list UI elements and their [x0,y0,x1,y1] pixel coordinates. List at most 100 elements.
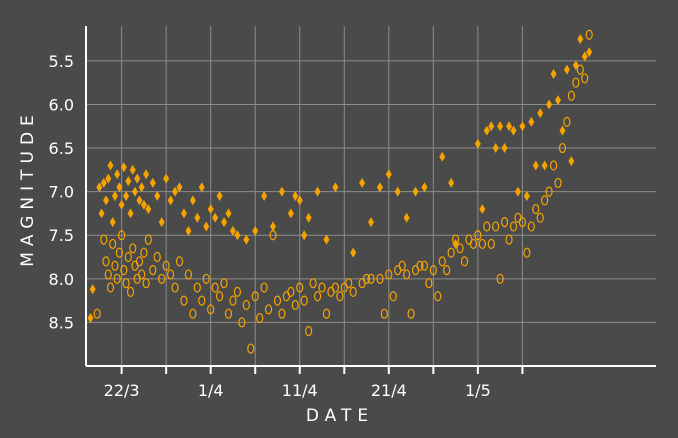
hollow-point [287,286,295,297]
hollow-point [135,256,144,267]
hollow-point [362,273,371,284]
filled-point [138,182,145,193]
filled-point [167,195,174,206]
hollow-point [193,282,201,293]
hollow-point [129,243,137,254]
filled-point [100,177,107,188]
hollow-point [407,308,415,319]
filled-point [296,195,303,206]
hollow-point [93,308,101,319]
filled-point [134,173,141,184]
filled-point [305,212,312,223]
filled-point [577,34,584,45]
filled-point [105,173,112,184]
hollow-point [505,234,513,245]
filled-point [116,182,123,193]
filled-point [492,143,499,154]
filled-point [140,199,147,210]
filled-point [234,230,241,241]
hollow-point [585,29,593,40]
filled-point [394,186,401,197]
hollow-point [567,90,575,101]
filled-point [474,138,481,149]
filled-point [514,186,521,197]
x-tick-label: 11/4 [282,381,318,400]
x-axis-title: DATE [306,406,374,426]
filled-point [111,191,118,201]
filled-point [510,125,517,136]
filled-point [550,68,557,79]
filled-point [243,234,250,245]
filled-point [412,186,419,197]
filled-point [189,195,196,206]
hollow-point [500,217,509,228]
filled-point [568,156,575,167]
hollow-point [273,295,282,306]
filled-point [270,221,277,232]
filled-point [87,313,94,324]
filled-point [180,208,187,219]
hollow-point [554,177,562,189]
y-tick-label: 8.5 [49,313,74,332]
hollow-point [474,230,482,241]
hollow-point [100,234,108,245]
filled-point [314,186,321,197]
filled-point [114,169,121,180]
hollow-point [229,295,237,306]
hollow-point [487,238,495,250]
hollow-point [509,221,518,232]
hollow-point [158,273,166,284]
filled-point [287,208,294,219]
filled-point [581,51,588,62]
x-tick-label: 1/5 [465,381,491,400]
filled-point [120,162,127,173]
hollow-point [305,326,313,337]
hollow-point [233,286,242,297]
filled-point [107,160,114,171]
hollow-point [380,308,388,319]
hollow-point [113,273,121,284]
hollow-point [251,291,259,302]
hollow-point [153,251,161,263]
hollow-point [527,221,535,232]
hollow-point [144,234,152,245]
hollow-point [345,278,353,289]
hollow-point [202,273,210,284]
filled-point [136,195,143,206]
filled-point [541,160,548,171]
filled-point [123,191,130,201]
hollow-point [469,238,478,250]
axes [85,26,656,367]
filled-point [439,151,446,162]
hollow-point [296,282,304,293]
hollow-point [106,282,115,293]
filled-point [563,64,570,75]
hollow-point [104,269,112,280]
hollow-point [447,247,455,258]
hollow-point [180,295,188,306]
y-axis-title: MAGNITUDE [18,109,38,267]
filled-point [523,191,530,201]
hollow-point [331,282,339,293]
hollow-point [313,291,322,302]
hollow-point [545,186,553,197]
x-tick-labels: 22/3 1/4 11/4 21/4 1/5 [104,381,491,400]
filled-point [127,208,134,219]
hollow-point [189,308,197,319]
hollow-point [309,278,317,289]
hollow-point [349,286,357,297]
filled-point [163,173,170,184]
hollow-point [385,269,393,280]
hollow-point [322,308,331,319]
filled-point [229,225,236,236]
filled-point [448,177,455,188]
y-tick-label: 7.0 [49,183,74,202]
filled-point [118,199,125,210]
filled-point [376,182,383,193]
filled-point [385,169,392,180]
hollow-point [478,238,486,250]
hollow-point [242,299,250,311]
filled-point [572,60,579,71]
filled-point [350,247,357,258]
filled-point [278,186,285,197]
